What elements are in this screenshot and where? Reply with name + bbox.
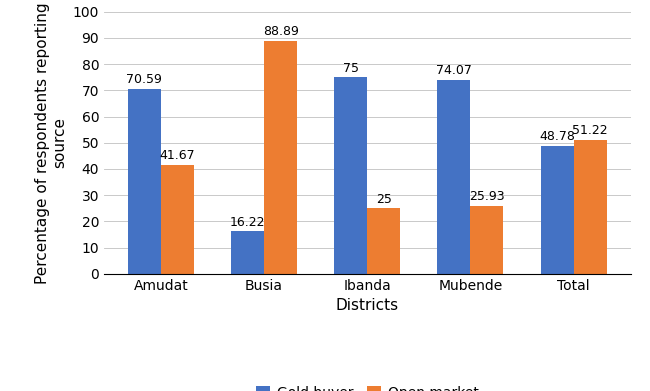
Text: 88.89: 88.89 (263, 25, 298, 38)
Bar (367, 208, 400, 274)
Bar (437, 80, 471, 274)
Text: 75: 75 (343, 62, 359, 75)
Text: 41.67: 41.67 (160, 149, 195, 162)
Text: 70.59: 70.59 (127, 73, 162, 86)
Bar (573, 140, 606, 274)
Text: 51.22: 51.22 (572, 124, 608, 137)
Text: 25.93: 25.93 (469, 190, 504, 203)
Bar (471, 206, 503, 274)
Text: 74.07: 74.07 (436, 64, 472, 77)
Text: 16.22: 16.22 (230, 215, 265, 229)
Text: 25: 25 (376, 193, 392, 206)
Bar (541, 146, 573, 274)
X-axis label: Districts: Districts (335, 298, 399, 313)
Bar (161, 165, 194, 274)
Bar (264, 41, 297, 274)
Legend: Gold buyer, Open market: Gold buyer, Open market (250, 380, 484, 391)
Text: 48.78: 48.78 (539, 130, 575, 143)
Bar (231, 231, 264, 274)
Bar (334, 77, 367, 274)
Bar (128, 89, 161, 274)
Y-axis label: Percentage of respondents reporting
source: Percentage of respondents reporting sour… (35, 2, 67, 283)
